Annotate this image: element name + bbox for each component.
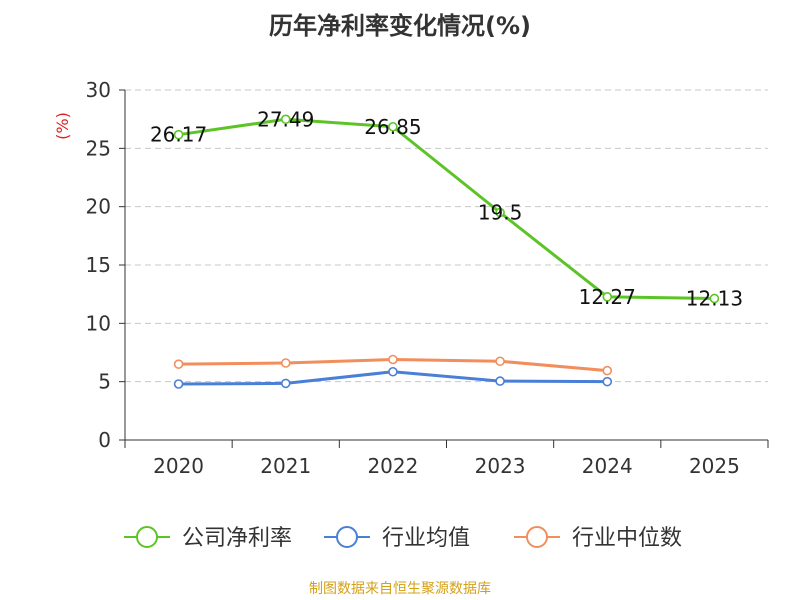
- source-note: 制图数据来自恒生聚源数据库: [309, 581, 491, 597]
- legend-label: 公司净利率: [182, 526, 292, 551]
- data-point[interactable]: [388, 354, 398, 365]
- legend[interactable]: 公司净利率 行业均值 行业中位数: [124, 526, 682, 551]
- data-point[interactable]: [495, 356, 505, 367]
- data-point[interactable]: [388, 121, 398, 132]
- chart-title: 历年净利率变化情况(%): [269, 12, 531, 40]
- data-label: 12.27: [579, 285, 636, 309]
- data-label: 19.5: [478, 201, 523, 225]
- y-tick-label: 15: [86, 253, 111, 277]
- data-point[interactable]: [280, 114, 291, 125]
- data-point[interactable]: [280, 358, 291, 368]
- data-label: 27.49: [257, 107, 314, 131]
- x-tick-label: 2023: [475, 454, 526, 478]
- series-group: [173, 114, 720, 389]
- data-point[interactable]: [495, 207, 505, 218]
- data-point[interactable]: [602, 365, 613, 376]
- y-tick-label: 30: [86, 78, 111, 102]
- series-line-1: [178, 117, 715, 300]
- data-label: 26.85: [364, 115, 421, 139]
- x-tick-label: 2025: [689, 454, 740, 478]
- y-axis-unit-label: (%): [53, 112, 72, 140]
- legend-item-3[interactable]: 行业中位数: [514, 526, 682, 551]
- data-point[interactable]: [709, 293, 720, 304]
- x-tick-label: 2020: [153, 454, 204, 478]
- data-label: 26.17: [150, 123, 207, 147]
- y-tick-label: 25: [86, 136, 111, 160]
- legend-item-1[interactable]: 公司净利率: [124, 526, 292, 551]
- data-point[interactable]: [495, 376, 505, 386]
- y-tick-label: 5: [98, 370, 111, 394]
- data-point[interactable]: [388, 366, 398, 377]
- data-point[interactable]: [173, 359, 184, 369]
- legend-marker: [136, 526, 158, 548]
- y-tick-label: 10: [86, 311, 111, 335]
- data-point[interactable]: [173, 379, 184, 389]
- legend-item-2[interactable]: 行业均值: [324, 526, 470, 551]
- data-point[interactable]: [280, 378, 291, 389]
- data-point[interactable]: [602, 292, 613, 302]
- y-tick-label: 20: [86, 195, 111, 219]
- x-tick-label: 2022: [367, 454, 418, 478]
- x-tick-label: 2024: [582, 454, 633, 478]
- data-labels: 26.17 27.49 26.85 19.5 12.27 12.13: [150, 107, 743, 310]
- legend-marker: [526, 526, 548, 548]
- y-tick-label: 0: [98, 428, 111, 452]
- x-tick-label: 2021: [260, 454, 311, 478]
- grid-lines: [125, 89, 768, 383]
- data-point[interactable]: [173, 129, 184, 140]
- data-label: 12.13: [686, 286, 743, 310]
- legend-marker: [336, 526, 358, 548]
- legend-label: 行业均值: [382, 526, 470, 551]
- legend-label: 行业中位数: [572, 526, 682, 551]
- data-point[interactable]: [602, 376, 613, 387]
